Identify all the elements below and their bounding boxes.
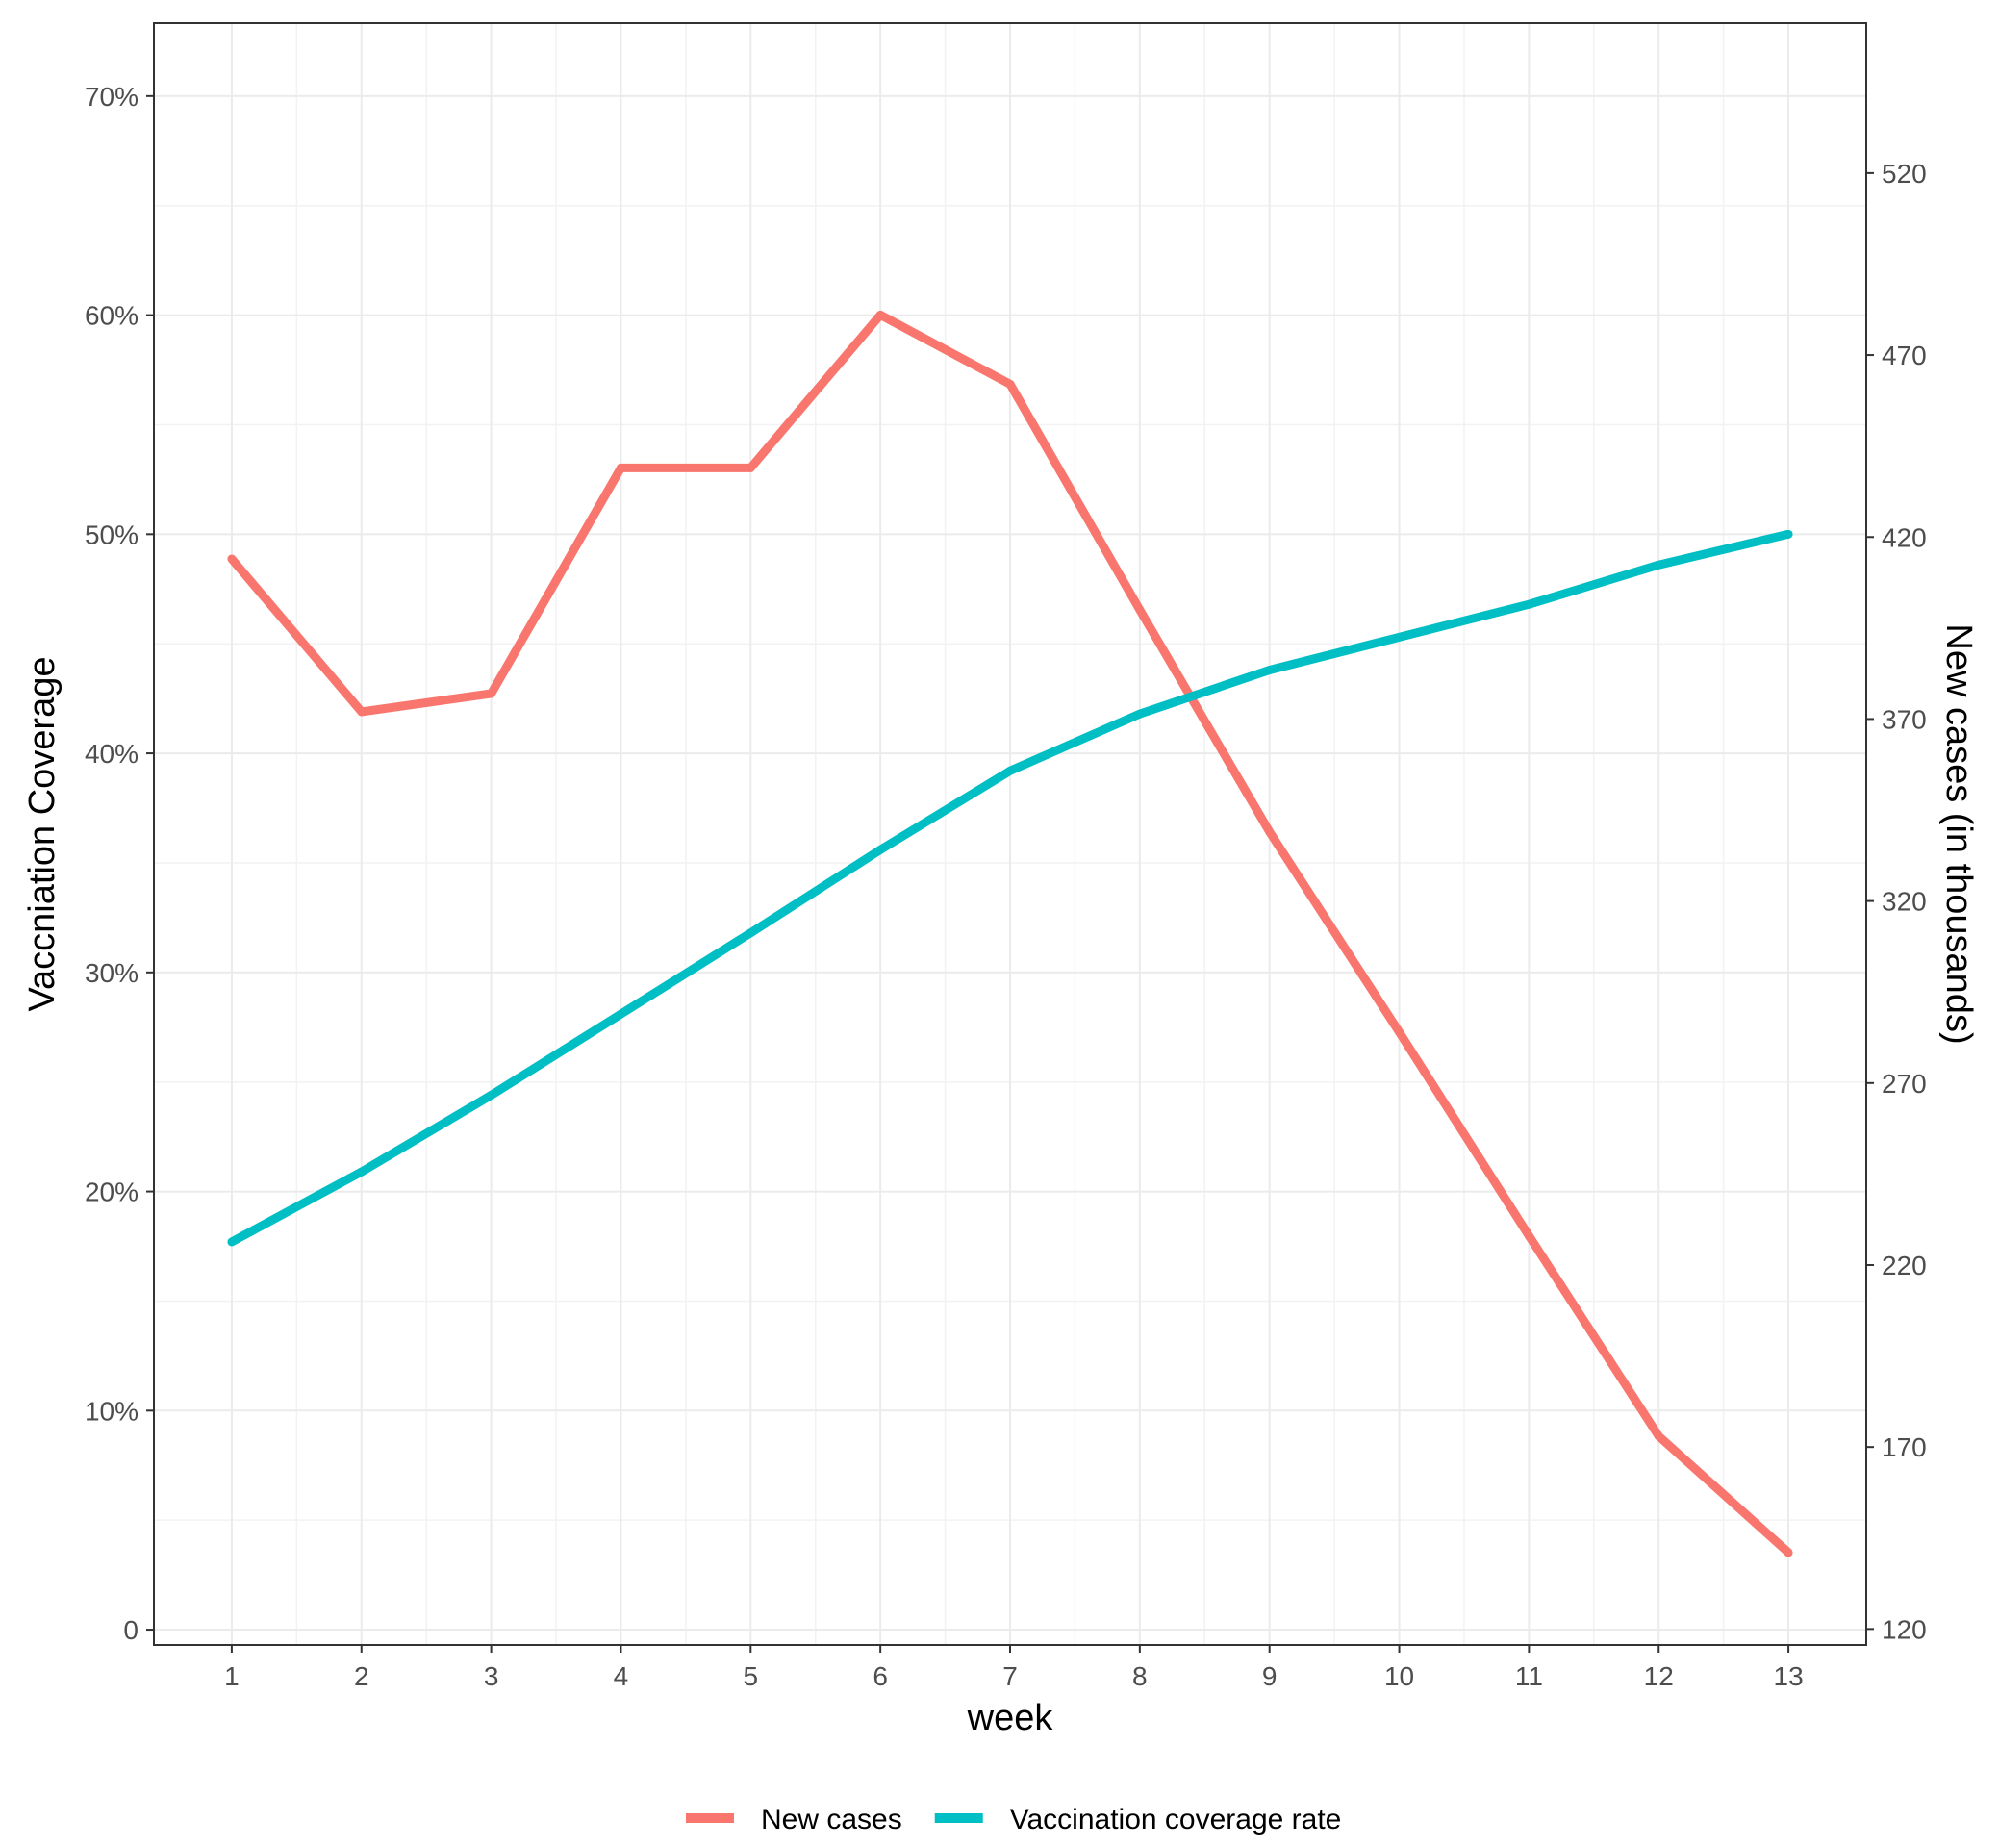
series-2-point xyxy=(1265,666,1275,675)
x-axis-tick-label: 5 xyxy=(744,1661,759,1691)
x-axis-tick-label: 2 xyxy=(354,1661,369,1691)
series-1-point xyxy=(227,554,237,564)
left-y-axis-title: Vaccniation Coverage xyxy=(22,657,63,1012)
legend: New cases Vaccination coverage rate xyxy=(686,1804,1341,1835)
left-y-axis: 0 10% 20% 30% 40% 50% 60% 70% xyxy=(85,82,154,1645)
left-axis-tick-label: 30% xyxy=(85,958,139,988)
legend-label-1: New cases xyxy=(761,1804,902,1835)
series-1-point xyxy=(1135,605,1145,615)
series-1-point xyxy=(1524,1231,1533,1241)
right-axis-tick-label: 420 xyxy=(1882,522,1927,552)
series-2-point xyxy=(227,1237,237,1247)
series-2-point xyxy=(1524,599,1533,609)
right-axis-tick-label: 370 xyxy=(1882,704,1927,734)
right-y-axis: 120 170 220 270 320 370 420 470 520 xyxy=(1866,159,1927,1644)
x-axis-tick-label: 9 xyxy=(1262,1661,1278,1691)
series-1-point xyxy=(875,310,885,319)
x-axis-tick-label: 10 xyxy=(1384,1661,1414,1691)
series-1-point xyxy=(1005,379,1015,389)
right-axis-tick-label: 220 xyxy=(1882,1251,1927,1280)
series-1-point xyxy=(1784,1548,1793,1557)
left-axis-tick-label: 60% xyxy=(85,301,139,331)
series-2-point xyxy=(487,1090,496,1100)
series-2-point xyxy=(1005,766,1015,775)
series-1-point xyxy=(487,689,496,698)
left-axis-tick-label: 10% xyxy=(85,1396,139,1426)
series-2-point xyxy=(746,928,755,938)
series-1-point xyxy=(746,463,755,472)
x-axis-tick-label: 7 xyxy=(1002,1661,1018,1691)
x-axis-tick-label: 12 xyxy=(1644,1661,1674,1691)
series-layer xyxy=(227,310,1793,1557)
x-axis-tick-label: 3 xyxy=(484,1661,499,1691)
series-1-point xyxy=(357,707,367,717)
right-axis-tick-label: 170 xyxy=(1882,1432,1927,1462)
right-axis-tick-label: 520 xyxy=(1882,159,1927,189)
x-axis-title: week xyxy=(967,1698,1054,1738)
right-axis-tick-label: 320 xyxy=(1882,887,1927,917)
right-axis-tick-label: 120 xyxy=(1882,1614,1927,1644)
series-2-point xyxy=(1784,529,1793,539)
left-axis-tick-label: 20% xyxy=(85,1177,139,1207)
series-2-point xyxy=(1395,632,1404,642)
left-axis-tick-label: 0 xyxy=(123,1615,139,1645)
series-1-point xyxy=(616,463,625,472)
major-gridlines xyxy=(154,23,1866,1645)
series-2-point xyxy=(616,1009,625,1019)
x-axis: 1 2 3 4 5 6 7 8 9 10 11 12 13 xyxy=(224,1645,1804,1691)
x-axis-tick-label: 13 xyxy=(1774,1661,1804,1691)
series-2-point xyxy=(875,845,885,854)
series-1-point xyxy=(1395,1027,1404,1037)
series-1-point xyxy=(1654,1431,1663,1441)
x-axis-tick-label: 1 xyxy=(224,1661,240,1691)
right-y-axis-title: New cases (in thousands) xyxy=(1938,623,1979,1044)
x-axis-tick-label: 8 xyxy=(1132,1661,1148,1691)
series-2-point xyxy=(1654,560,1663,570)
left-axis-tick-label: 50% xyxy=(85,519,139,549)
series-1-point xyxy=(1265,827,1275,837)
x-axis-tick-label: 4 xyxy=(614,1661,629,1691)
right-axis-tick-label: 270 xyxy=(1882,1069,1927,1099)
series-2-point xyxy=(1135,709,1145,719)
x-axis-tick-label: 6 xyxy=(873,1661,888,1691)
left-axis-tick-label: 40% xyxy=(85,739,139,769)
right-axis-tick-label: 470 xyxy=(1882,341,1927,370)
left-axis-tick-label: 70% xyxy=(85,82,139,112)
series-2-point xyxy=(357,1167,367,1177)
legend-label-2: Vaccination coverage rate xyxy=(1010,1804,1342,1835)
x-axis-tick-label: 11 xyxy=(1515,1661,1543,1691)
